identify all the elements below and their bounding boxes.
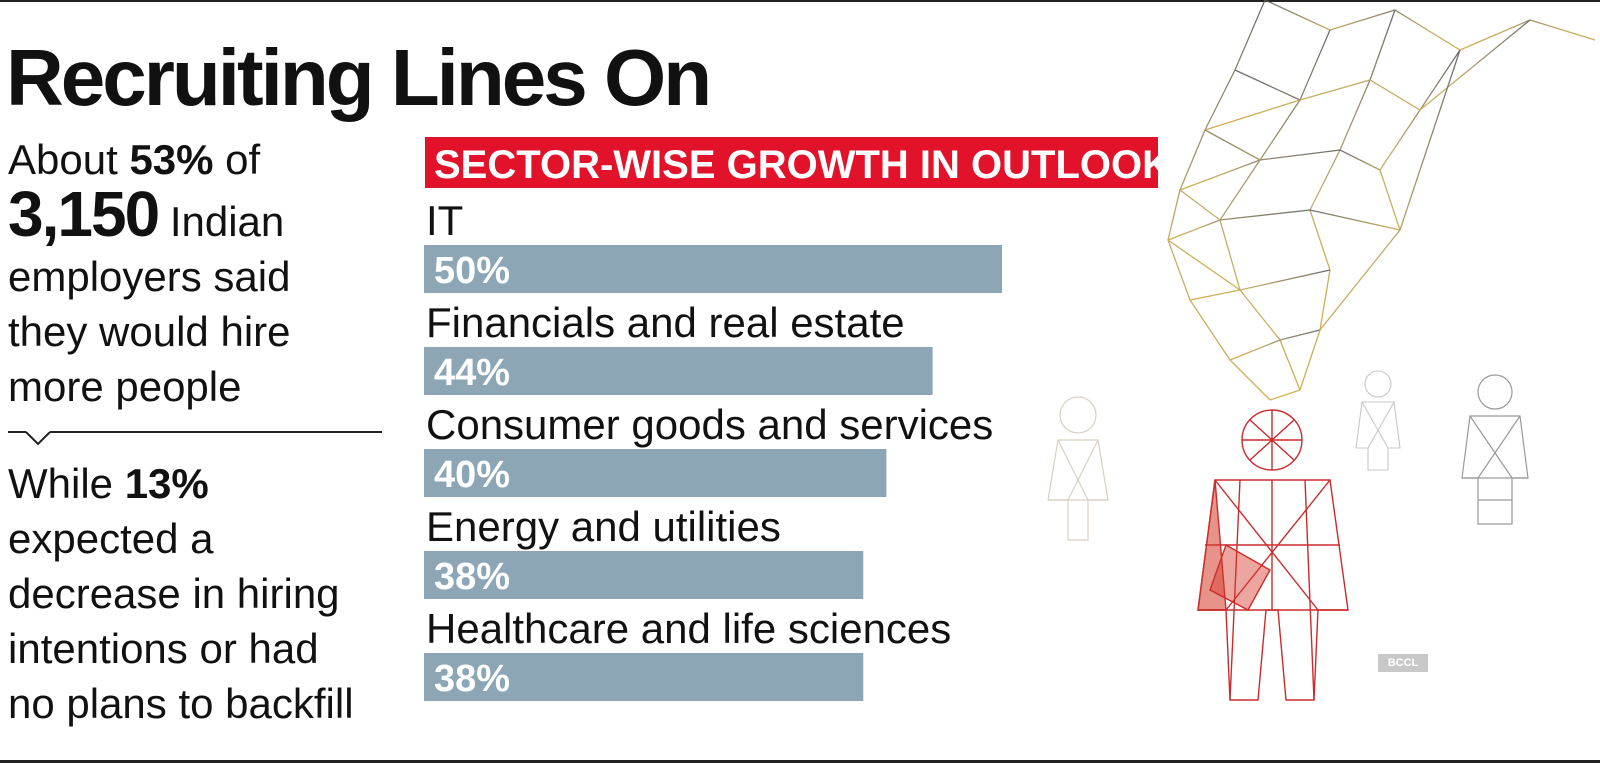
data-label: 38%: [434, 556, 510, 598]
summary-line-3: employers said: [8, 253, 291, 300]
bar: [424, 449, 887, 497]
section-divider: [8, 431, 382, 446]
decrease-line-2: expected a: [8, 515, 214, 562]
wireframe-hand-illustration: [1167, 0, 1596, 401]
category-label: Healthcare and life sciences: [426, 605, 951, 652]
bar: [424, 347, 933, 395]
bar: [424, 653, 864, 701]
chart-banner: SECTOR-WISE GROWTH IN OUTLOOK: [425, 137, 1171, 188]
page-title: Recruiting Lines On: [6, 33, 712, 122]
data-label: 40%: [434, 454, 510, 496]
employer-count: 3,150: [8, 178, 160, 250]
category-label: IT: [426, 197, 463, 244]
decrease-line-5: no plans to backfill: [8, 680, 354, 727]
hiring-decrease-summary: While 13% expected a decrease in hiring …: [8, 456, 388, 731]
summary-line-2: 3,150 Indian: [8, 178, 285, 250]
summary-line-1: About 53% of: [8, 136, 261, 183]
bar: [424, 245, 1002, 293]
employer-hiring-summary: About 53% of 3,150 Indian employers said…: [8, 132, 388, 414]
data-label: 38%: [434, 658, 510, 700]
decrease-line-3: decrease in hiring: [8, 570, 340, 617]
category-label: Energy and utilities: [426, 503, 781, 550]
hiring-percent: 53%: [129, 136, 214, 183]
category-label: Financials and real estate: [426, 299, 905, 346]
credit-badge: BCCL: [1378, 654, 1428, 672]
bar: [424, 551, 864, 599]
faded-figure-mid: [1355, 370, 1401, 471]
top-rule: [0, 0, 1600, 2]
summary-line-4: they would hire: [8, 308, 291, 355]
decrease-percent: 13%: [124, 460, 209, 507]
chart-title: SECTOR-WISE GROWTH IN OUTLOOK: [434, 143, 1171, 187]
decrease-line-1: While 13%: [8, 460, 209, 507]
faded-figure-left: [1047, 396, 1109, 541]
chart-title-banner: [425, 137, 1158, 188]
summary-line-5: more people: [8, 363, 242, 410]
decrease-line-4: intentions or had: [8, 625, 319, 672]
bottom-rule: [0, 760, 1600, 763]
category-label: Consumer goods and services: [426, 401, 993, 448]
red-figure-illustration: [1197, 409, 1349, 701]
data-label: 44%: [434, 352, 510, 394]
faded-figure-right: [1461, 374, 1529, 525]
bar-series: IT 50% Financials and real estate 44% Consum…: [424, 197, 1002, 701]
data-label: 50%: [434, 250, 510, 292]
